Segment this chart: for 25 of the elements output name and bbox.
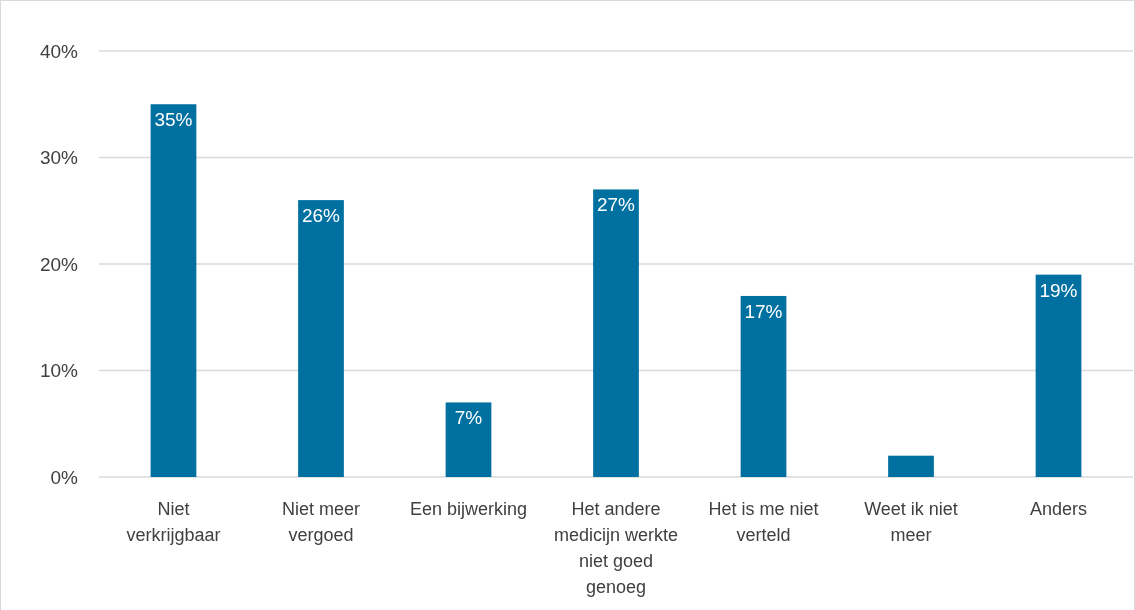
bar	[888, 455, 934, 477]
x-tick-label: Een bijwerking	[409, 499, 528, 519]
bar	[150, 104, 197, 477]
y-tick-label: 30%	[39, 147, 79, 169]
data-label: 7%	[454, 407, 483, 429]
data-label: 26%	[301, 205, 341, 227]
bar	[593, 189, 639, 477]
data-label: 19%	[1039, 279, 1078, 301]
y-tick-label: 10%	[39, 360, 79, 382]
x-tick-label: Anders	[1029, 499, 1088, 519]
y-tick-label: 0%	[50, 466, 79, 488]
x-tick-label: Niet meer vergoed	[281, 499, 361, 545]
bar	[445, 402, 492, 477]
y-tick-label: 40%	[39, 40, 79, 62]
data-label: 35%	[154, 109, 193, 131]
bar	[740, 295, 787, 477]
x-tick-label: Het andere medicijn werkte niet goed genoeg	[553, 499, 679, 597]
bar	[298, 200, 344, 477]
data-label: 27%	[596, 194, 636, 216]
data-label: 17%	[744, 300, 783, 322]
x-tick-label: Niet verkrijgbaar	[126, 499, 221, 545]
bar	[1035, 274, 1082, 477]
x-tick-label: Het is me niet verteld	[708, 499, 819, 545]
x-tick-label: Weet ik niet meer	[864, 499, 958, 545]
y-tick-label: 20%	[39, 253, 79, 275]
